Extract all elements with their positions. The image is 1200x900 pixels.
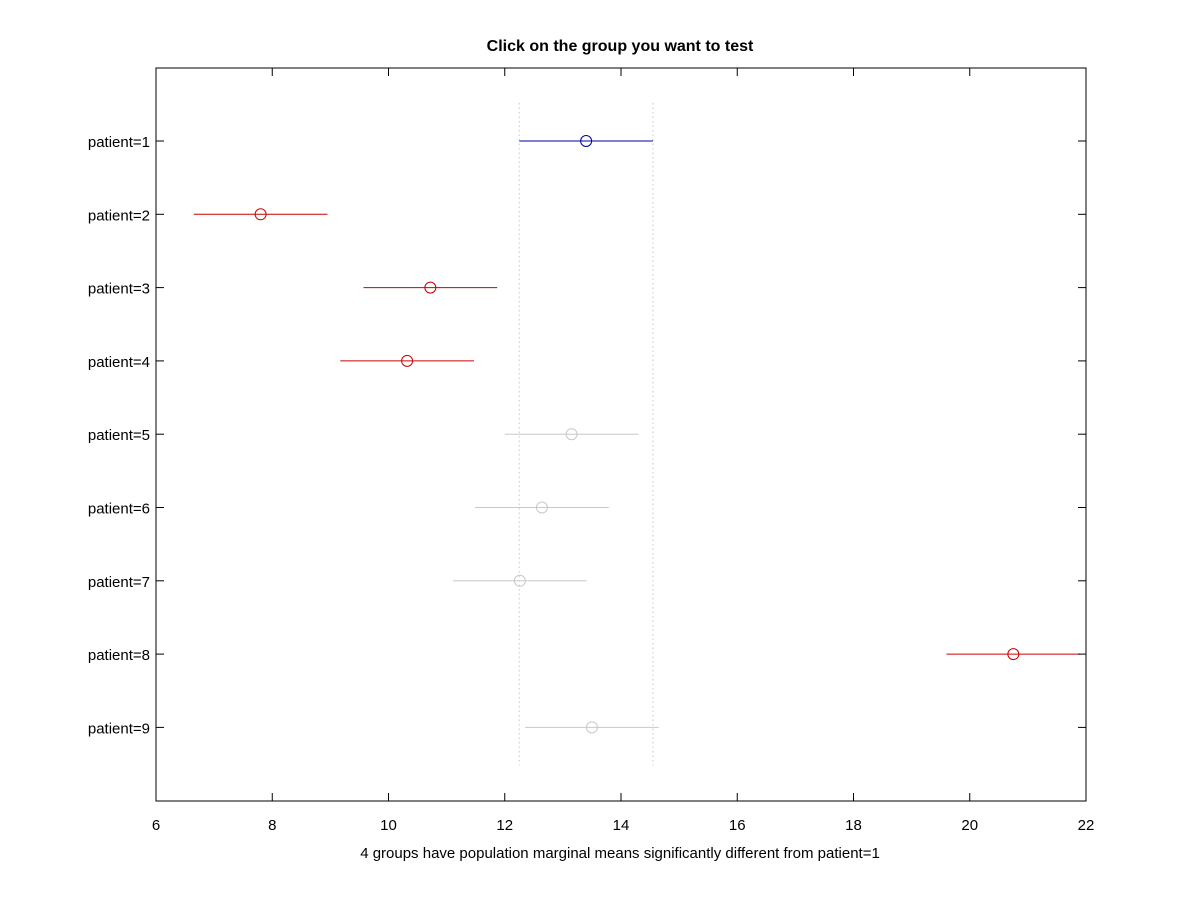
y-tick-label[interactable]: patient=9 <box>88 720 150 737</box>
mean-marker[interactable] <box>513 574 526 587</box>
group-interval-5[interactable] <box>504 428 639 441</box>
y-axis-ticks: patient=1 patient=2 patient=3 patient=4 pati… <box>88 134 1086 737</box>
group-interval-6[interactable] <box>475 501 609 514</box>
y-tick-label[interactable]: patient=4 <box>88 354 150 371</box>
x-tick-label: 20 <box>961 817 978 834</box>
x-axis-label: 4 groups have population marginal means … <box>360 845 880 862</box>
x-tick-label: 10 <box>380 817 397 834</box>
mean-marker[interactable] <box>585 721 598 734</box>
y-tick-label[interactable]: patient=8 <box>88 647 150 664</box>
chart-title: Click on the group you want to test <box>487 38 754 55</box>
x-tick-label: 8 <box>268 817 276 834</box>
mean-marker[interactable] <box>254 208 267 221</box>
y-tick-label[interactable]: patient=7 <box>88 574 150 591</box>
mean-marker[interactable] <box>580 135 593 147</box>
x-tick-label: 18 <box>845 817 862 834</box>
y-tick-label[interactable]: patient=6 <box>88 501 150 518</box>
x-tick-label: 14 <box>613 817 630 834</box>
mean-marker[interactable] <box>565 428 578 441</box>
x-tick-label: 16 <box>729 817 746 834</box>
y-tick-label[interactable]: patient=3 <box>88 281 150 298</box>
x-tick-label: 12 <box>496 817 513 834</box>
group-interval-3[interactable] <box>363 281 498 294</box>
group-interval-4[interactable] <box>340 354 474 367</box>
group-interval-8[interactable] <box>946 648 1081 661</box>
group-interval-7[interactable] <box>453 574 587 587</box>
y-tick-label[interactable]: patient=2 <box>88 207 150 224</box>
x-axis-ticks: 6 8 10 12 14 16 18 20 22 <box>152 68 1095 834</box>
group-interval-9[interactable] <box>525 721 659 734</box>
group-intervals <box>193 135 1081 734</box>
y-tick-label[interactable]: patient=1 <box>88 134 150 151</box>
mean-marker[interactable] <box>535 501 548 514</box>
group-interval-1[interactable] <box>519 135 653 147</box>
x-tick-label: 6 <box>152 817 160 834</box>
mean-marker[interactable] <box>1007 648 1020 661</box>
mean-marker[interactable] <box>401 354 414 367</box>
y-tick-label[interactable]: patient=5 <box>88 427 150 444</box>
group-interval-2[interactable] <box>193 208 328 221</box>
x-tick-label: 22 <box>1078 817 1095 834</box>
mean-marker[interactable] <box>424 281 437 294</box>
